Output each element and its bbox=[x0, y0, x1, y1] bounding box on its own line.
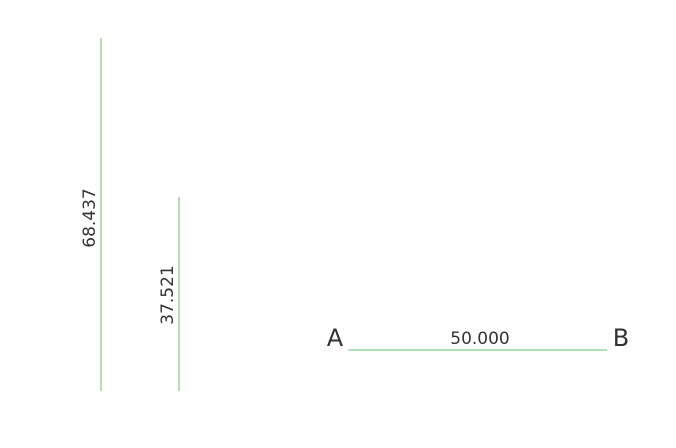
endpoint-b-label: B bbox=[613, 324, 629, 352]
endpoint-a-label: A bbox=[327, 324, 344, 352]
segment-68-437-label: 68.437 bbox=[80, 188, 100, 247]
segment-37-521-label: 37.521 bbox=[158, 265, 178, 324]
segment-a-b-label: 50.000 bbox=[450, 329, 509, 349]
